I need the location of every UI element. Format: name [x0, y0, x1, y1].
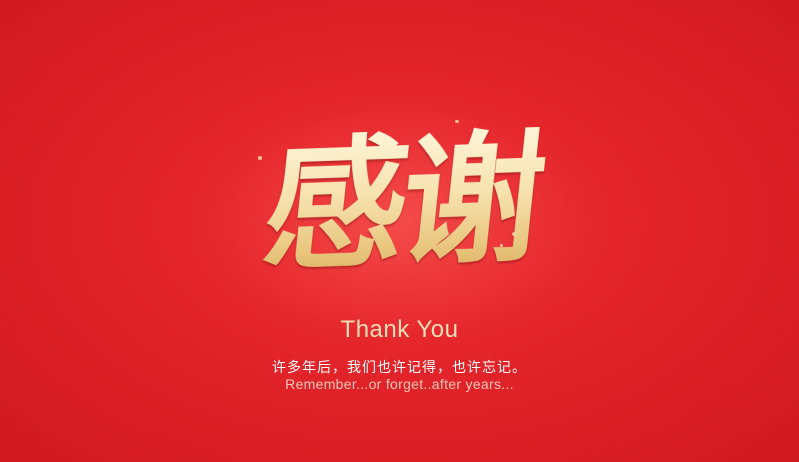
brush-speck-decoration: [258, 156, 262, 160]
english-subtitle: Remember...or forget..after years...: [285, 376, 514, 392]
thank-you-heading: Thank You: [340, 316, 459, 343]
chinese-subtitle: 许多年后，我们也许记得，也许忘记。: [272, 360, 527, 376]
brush-speck-decoration: [500, 244, 503, 247]
calligraphy-title: 感谢: [222, 112, 581, 294]
brush-speck-decoration: [512, 232, 517, 236]
background-glow: [230, 110, 570, 330]
brush-speck-decoration: [455, 120, 459, 123]
